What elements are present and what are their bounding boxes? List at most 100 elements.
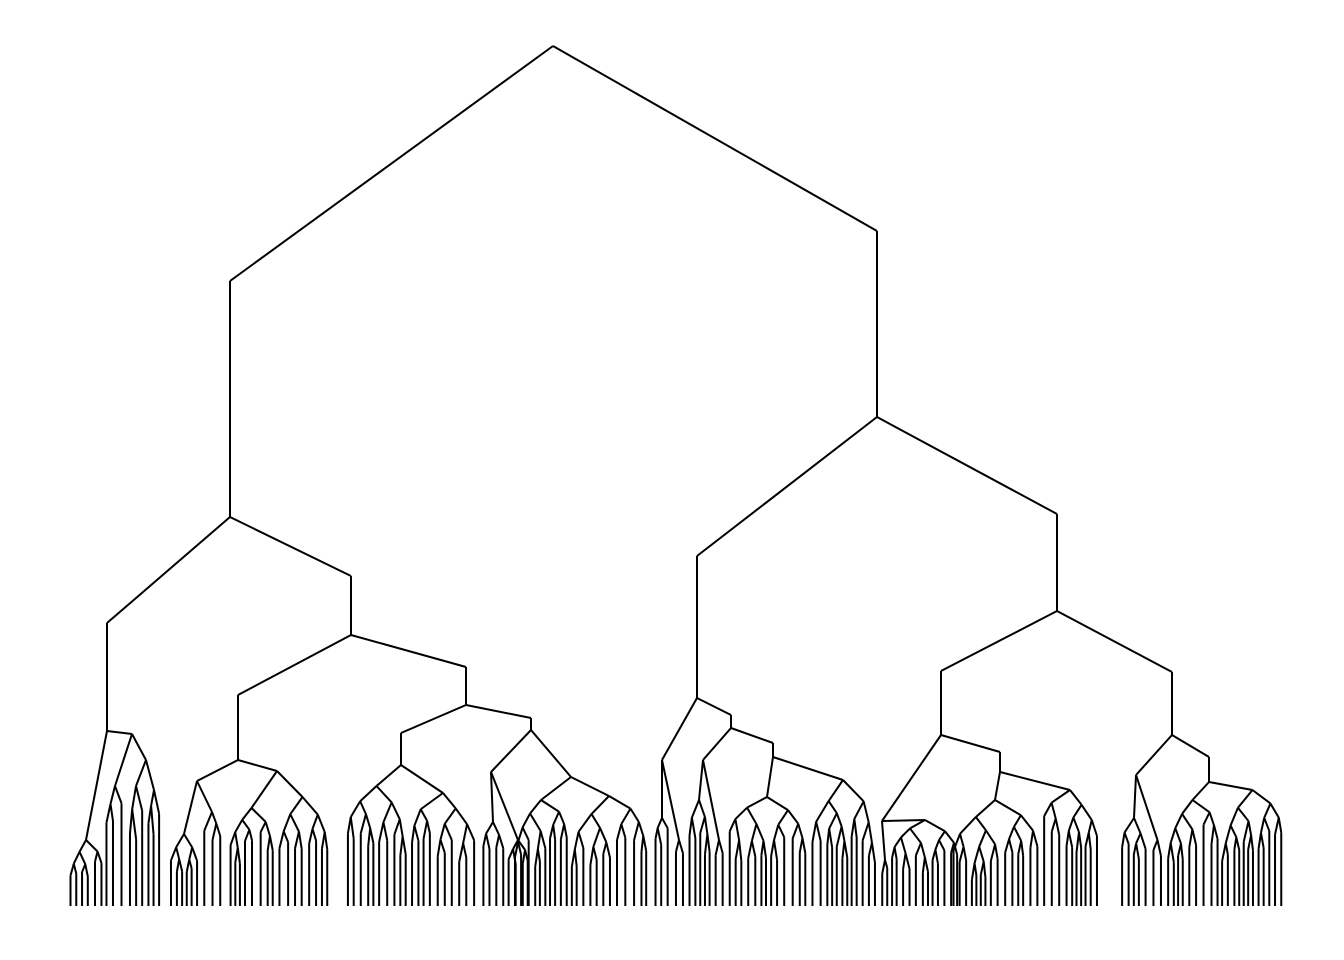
branch-link [369,827,375,844]
branch-link [843,840,849,858]
branch-link [498,834,505,849]
branch-link [940,610,1058,672]
branch-link [978,846,985,862]
branch-link [458,842,465,863]
branch-link [1054,818,1061,835]
branch-link [521,813,531,828]
branch-link [589,846,595,866]
branch-link [1077,831,1083,848]
branch-link [1191,799,1211,814]
branch-link [465,704,532,719]
branch-link [439,823,446,840]
branch-link [952,833,961,851]
branch-link [881,820,886,861]
branch-link [1135,832,1142,844]
branch-link [738,840,743,861]
branch-link [439,839,446,854]
branch-link [881,734,942,822]
branch-link [135,759,147,787]
branch-link [378,822,385,843]
branch-link [109,803,114,822]
branch-link [777,824,786,838]
branch-link [920,842,926,858]
branch-link [241,819,251,831]
branch-link [507,848,514,860]
branch-link [1139,833,1147,850]
branch-link [904,852,911,870]
branch-link [131,809,138,840]
branch-link [696,416,878,557]
branch-link [1020,814,1034,832]
branch-link [426,820,431,834]
branch-link [85,839,99,853]
branch-link [413,808,422,827]
branch-link [835,826,843,847]
branch-link [842,779,865,803]
branch-link [1210,825,1215,845]
branch-link [661,817,669,829]
branch-link [696,697,732,716]
branch-link [934,839,940,850]
branch-link [1274,817,1280,835]
branch-link [530,729,572,778]
branch-link [1067,830,1074,848]
branch-link [1181,799,1194,815]
branch-link [934,849,939,864]
branch-link [1174,813,1184,829]
branch-link [746,807,758,825]
branch-link [1263,817,1271,832]
branch-link [592,827,601,848]
branch-link [703,816,709,835]
branch-link [1123,817,1135,834]
branch-link [1008,826,1015,840]
branch-link [1043,802,1053,817]
branch-link [728,818,737,832]
branch-link [400,764,444,794]
branch-link [893,836,902,848]
branch-link [250,770,278,809]
branch-link [702,727,732,761]
branch-link [536,830,542,850]
branch-link [994,771,1001,801]
branch-link [570,776,610,797]
branch-link [1212,824,1219,839]
branch-link [718,839,724,854]
branch-link [750,840,757,857]
branch-link [592,846,598,861]
branch-link [311,814,319,830]
branch-link [978,829,987,848]
branch-link [490,729,532,773]
branch-link [462,842,468,858]
branch-link [248,829,253,841]
branch-link [1181,813,1194,830]
branch-link [490,771,494,823]
branch-link [702,759,720,841]
branch-link [828,812,838,829]
branch-link [827,779,844,802]
branch-link [236,847,241,864]
branch-link [616,823,623,841]
branch-link [188,847,194,860]
branch-link [620,823,627,838]
branch-link [114,785,123,804]
branch-link [909,827,922,844]
branch-link [349,816,355,839]
branch-link [278,831,285,849]
branch-link [413,825,420,842]
branch-link [730,727,774,744]
branch-link [706,833,711,853]
branch-link [938,830,946,841]
branch-link [1229,825,1238,838]
branch-link [959,833,965,848]
branch-link [940,734,1001,753]
branch-link [884,859,889,869]
branch-link [78,851,87,865]
branch-link [642,835,648,852]
branch-link [973,862,978,876]
branch-link [1013,826,1023,842]
branch-link [777,809,789,826]
branch-link [276,770,304,798]
branch-link [1208,811,1215,826]
branch-link [1008,838,1014,853]
branch-link [690,799,700,818]
